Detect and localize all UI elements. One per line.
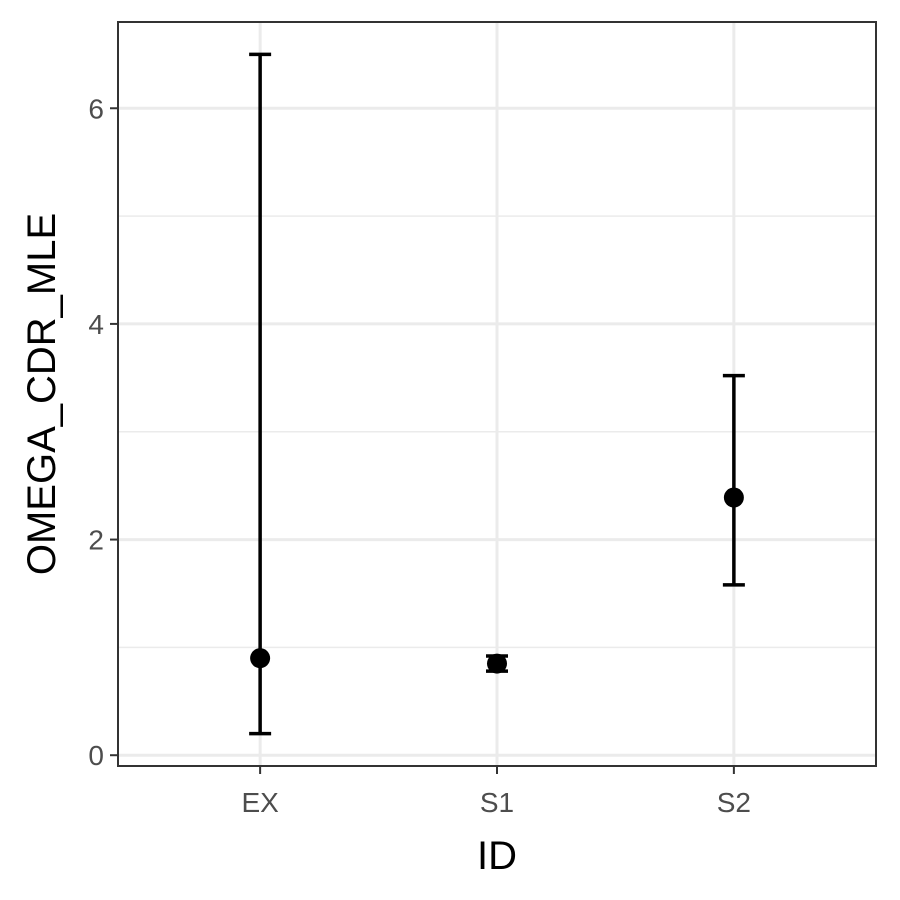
- axes: 0 2 4 6 EX S1 S2: [88, 93, 751, 818]
- y-tick-label: 0: [88, 740, 104, 771]
- y-tick-label: 6: [88, 93, 104, 124]
- x-tick-label: S2: [717, 787, 751, 818]
- data-marks: [249, 52, 745, 736]
- point-s2: [723, 487, 744, 508]
- y-axis-title: OMEGA_CDR_MLE: [20, 213, 64, 575]
- point-ex: [250, 648, 271, 669]
- x-tick-label: EX: [241, 787, 279, 818]
- x-tick-label: S1: [480, 787, 514, 818]
- y-tick-label: 2: [88, 525, 104, 556]
- y-tick-label: 4: [88, 309, 104, 340]
- point-s1: [487, 653, 507, 674]
- x-axis-title: ID: [477, 834, 517, 878]
